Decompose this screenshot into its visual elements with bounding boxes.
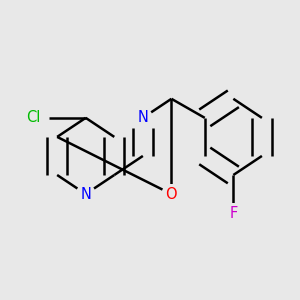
Text: O: O	[166, 187, 177, 202]
Text: N: N	[137, 110, 148, 125]
Text: Cl: Cl	[26, 110, 40, 125]
Text: N: N	[80, 187, 91, 202]
Text: F: F	[229, 206, 238, 220]
